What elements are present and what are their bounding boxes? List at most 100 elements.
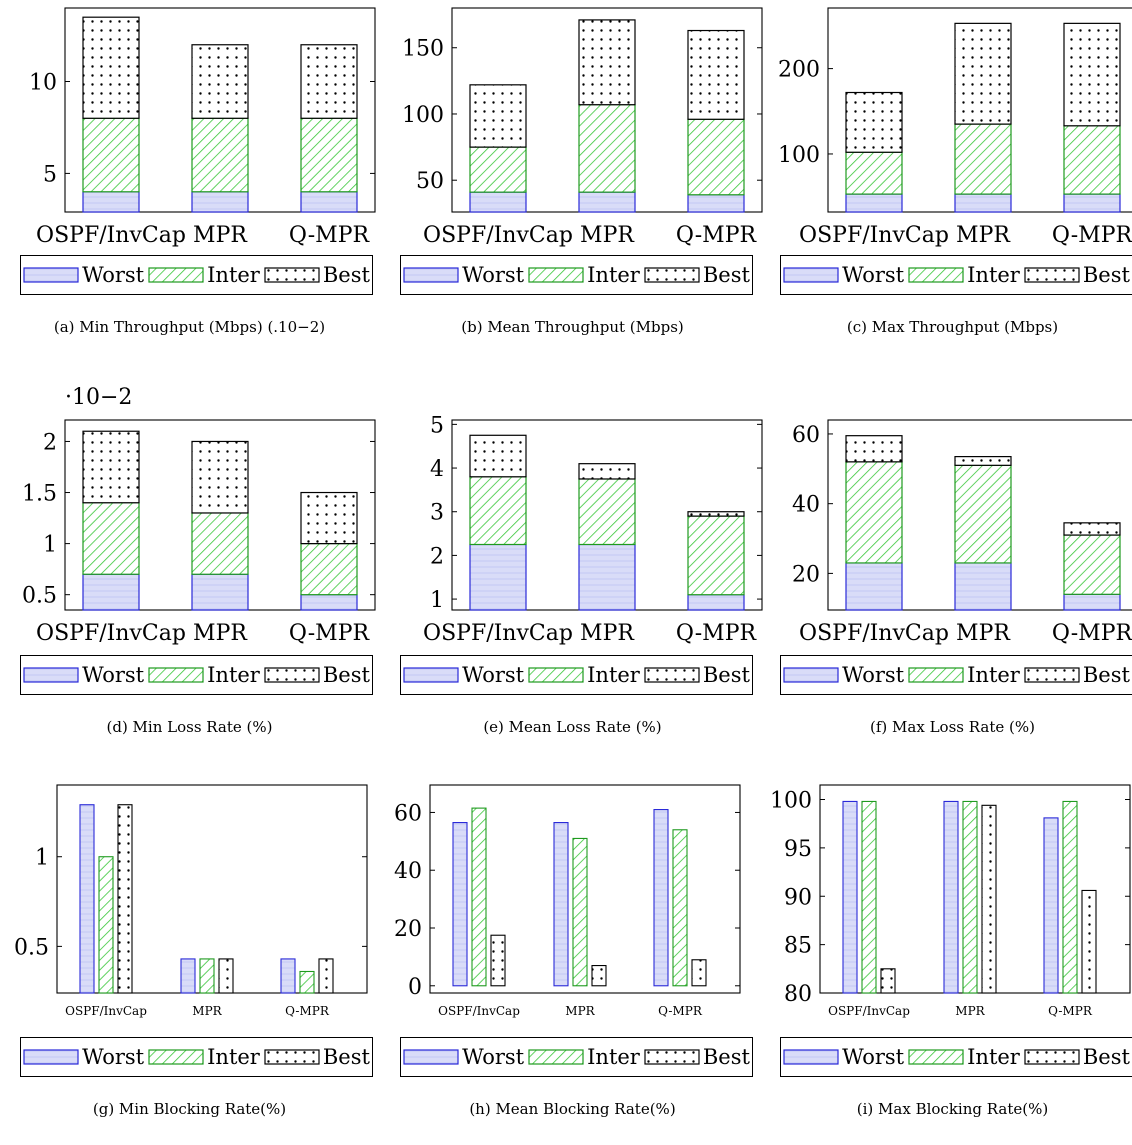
legend-g: Worst Inter Best [20,1037,373,1077]
legend-label-worst: Worst [842,1045,905,1069]
x-tick-label: MPR [580,223,635,248]
bar-best-2 [300,44,358,119]
plot-frame [429,784,741,994]
legend-label-inter: Inter [207,263,260,287]
bar-best-1 [954,456,1012,466]
bar-worst-0 [845,562,903,611]
legend-item-inter: Inter [148,263,260,287]
y-tick-label: 150 [402,37,444,62]
bar-best-2 [691,959,707,987]
legend-swatch-inter [908,1049,964,1065]
bar-worst-2 [300,594,358,611]
bar-worst-2 [280,958,296,994]
legend-label-worst: Worst [82,663,145,687]
x-tick-label: Q-MPR [658,1004,703,1018]
x-tick-label: Q-MPR [1052,223,1132,248]
y-tick-label: 1 [35,846,49,871]
bar-inter-1 [191,512,249,575]
y-tick-label: 100 [402,103,444,128]
legend-label-inter: Inter [967,263,1020,287]
y-tick-label: 1 [430,588,444,613]
x-tick-label: Q-MPR [1048,1004,1093,1018]
legend-label-inter: Inter [207,663,260,687]
x-tick-label: MPR [192,1004,222,1018]
bar-best-1 [578,463,636,480]
bar-worst-2 [653,809,669,987]
x-tick-label: OSPF/InvCap [423,223,573,248]
bar-inter-1 [578,478,636,546]
bar-worst-2 [1043,817,1059,994]
bar-best-2 [300,491,358,545]
legend-item-worst: Worst [403,1045,524,1069]
bar-best-0 [469,84,527,148]
x-tick-label: Q-MPR [676,223,758,248]
chart-svg-g: 0.5 1 OSPF/InvCap MPR Q-MPR [14,784,368,1018]
y-tick-label: 100 [770,789,812,814]
bar-best-1 [191,44,249,119]
legend-swatch-inter [528,1049,584,1065]
legend-swatch-best [1024,667,1080,683]
legend-swatch-worst [403,667,459,683]
y-tick-label: 200 [778,58,820,83]
bar-best-2 [1081,889,1097,994]
bar-inter-1 [572,837,588,987]
bar-inter-0 [861,800,877,994]
bar-inter-1 [578,104,636,193]
bar-worst-2 [1063,593,1121,611]
x-tick-label: Q-MPR [289,223,371,248]
legend-item-worst: Worst [783,1045,904,1069]
legend-label-best: Best [702,663,750,687]
legend-label-worst: Worst [462,663,525,687]
bar-worst-0 [82,573,140,611]
y-tick-label: 60 [792,423,820,448]
legend-swatch-inter [908,667,964,683]
legend-item-worst: Worst [783,263,904,287]
x-tick-label: Q-MPR [1052,621,1132,646]
bar-inter-2 [687,118,745,196]
y-scale-label: ·10−2 [65,385,132,410]
legend-item-inter: Inter [528,1045,640,1069]
legend-item-inter: Inter [908,663,1020,687]
legend-item-best: Best [1024,1045,1130,1069]
x-tick-label: OSPF/InvCap [799,223,949,248]
bar-worst-0 [469,543,527,611]
bar-worst-1 [943,800,959,994]
y-tick-label: 5 [430,413,444,438]
y-tick-label: 50 [416,169,444,194]
chart-panel-b: 50 100 150 OSPF/InvCap MPR Q-MPR Worst Inter Bes… [390,7,763,368]
legend-label-best: Best [702,263,750,287]
bar-inter-1 [962,800,978,994]
bar-worst-1 [954,562,1012,611]
bar-inter-2 [1063,534,1121,595]
bar-inter-2 [1063,125,1121,195]
bar-inter-0 [98,856,114,994]
legend-swatch-best [1024,1049,1080,1065]
chart-svg-f: 20 40 60 OSPF/InvCap MPR Q-MPR [792,419,1132,646]
y-tick-label: 2 [43,430,57,455]
bar-best-0 [845,91,903,153]
bar-worst-2 [1063,193,1121,213]
legend-item-best: Best [264,263,370,287]
legend-label-worst: Worst [462,263,525,287]
bar-worst-0 [82,191,140,213]
y-tick-label: 3 [430,501,444,526]
legend-label-best: Best [322,263,370,287]
bar-best-1 [591,965,607,987]
legend-f: Worst Inter Best [780,655,1132,695]
legend-swatch-worst [23,1049,79,1065]
x-tick-label: OSPF/InvCap [36,621,186,646]
legend-item-worst: Worst [403,263,524,287]
x-tick-label: MPR [193,223,248,248]
y-tick-label: 40 [394,859,422,884]
x-tick-label: OSPF/InvCap [65,1004,147,1018]
bar-best-0 [845,435,903,463]
bar-best-0 [117,804,133,994]
caption-g: (g) Min Blocking Rate(%) [92,1100,287,1118]
bar-inter-2 [687,515,745,596]
bar-best-1 [954,22,1012,125]
x-tick-label: Q-MPR [676,621,758,646]
bar-best-2 [1063,522,1121,536]
legend-swatch-worst [403,267,459,283]
bar-worst-0 [845,193,903,213]
caption-h: (h) Mean Blocking Rate(%) [469,1100,676,1118]
